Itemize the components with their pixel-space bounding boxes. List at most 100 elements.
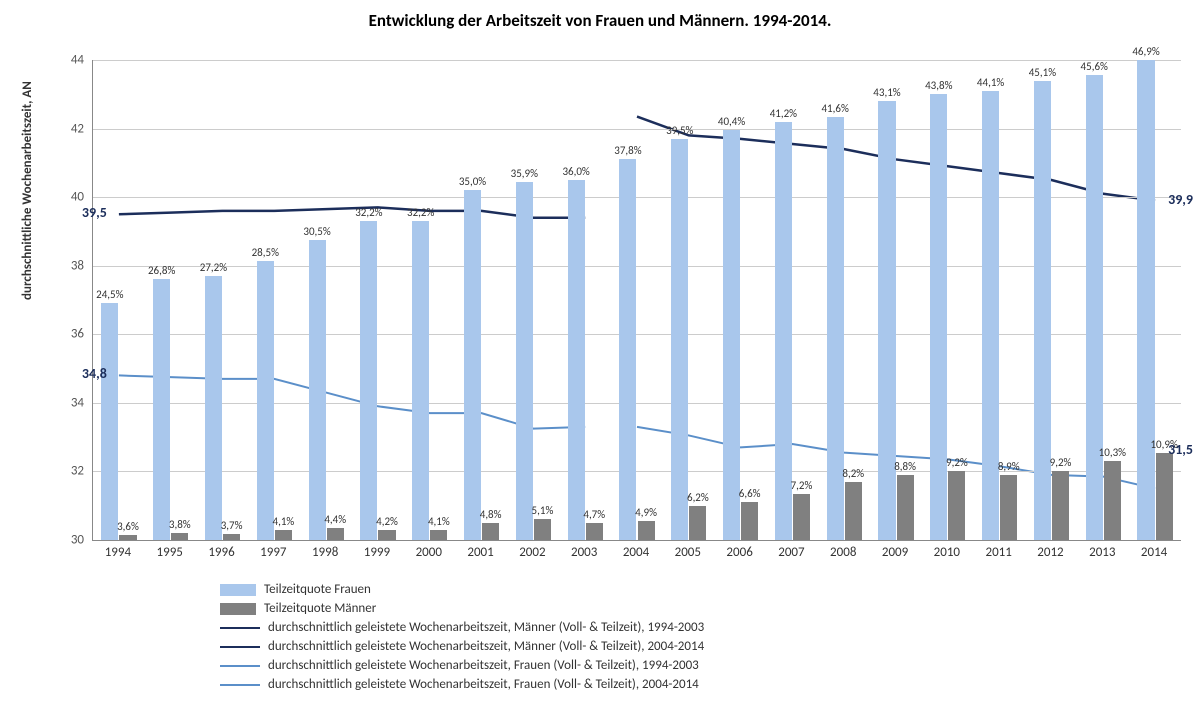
bar-maenner <box>741 502 758 540</box>
bar-frauen <box>360 221 377 540</box>
bar-maenner <box>482 523 499 540</box>
legend-item: Teilzeitquote Frauen <box>220 580 704 599</box>
bar-frauen <box>671 139 688 540</box>
bar-maenner <box>275 530 292 540</box>
bar-frauen-label: 35,0% <box>459 175 486 188</box>
x-tick-label: 2003 <box>571 545 597 560</box>
bar-frauen-label: 37,8% <box>614 144 641 157</box>
y-tick-label: 30 <box>54 533 84 548</box>
bar-frauen <box>827 117 844 540</box>
legend-label: Teilzeitquote Frauen <box>264 582 371 597</box>
bar-frauen <box>309 240 326 540</box>
bar-maenner-label: 3,8% <box>169 518 191 531</box>
bar-frauen <box>878 101 895 540</box>
bar-frauen-label: 45,6% <box>1081 60 1108 73</box>
bar-frauen-label: 30,5% <box>303 225 330 238</box>
y-tick-label: 32 <box>54 464 84 479</box>
x-tick-label: 2014 <box>1141 545 1167 560</box>
y-tick-label: 42 <box>54 121 84 136</box>
series-end-label: 39,9 <box>1168 191 1193 208</box>
bar-frauen-label: 32,2% <box>407 206 434 219</box>
bar-maenner <box>223 534 240 540</box>
bar-maenner-label: 4,8% <box>480 508 502 521</box>
y-tick-label: 36 <box>54 327 84 342</box>
bar-frauen-label: 44,1% <box>977 76 1004 89</box>
bar-maenner <box>948 471 965 540</box>
chart-container: Entwicklung der Arbeitszeit von Frauen u… <box>0 0 1200 711</box>
legend: Teilzeitquote FrauenTeilzeitquote Männer… <box>220 580 704 694</box>
bar-frauen-label: 32,2% <box>355 206 382 219</box>
legend-label: durchschnittlich geleistete Wochenarbeit… <box>268 658 699 673</box>
x-tick-label: 1996 <box>208 545 234 560</box>
bar-frauen-label: 26,8% <box>148 264 175 277</box>
bar-frauen-label: 24,5% <box>96 288 123 301</box>
bar-maenner-label: 4,9% <box>635 506 657 519</box>
bar-maenner <box>1052 471 1069 540</box>
bar-frauen <box>982 91 999 540</box>
bar-frauen <box>257 261 274 540</box>
bar-maenner <box>119 535 136 540</box>
x-tick-label: 2004 <box>623 545 649 560</box>
legend-line-swatch <box>220 627 260 629</box>
x-tick-label: 1998 <box>312 545 338 560</box>
bar-frauen-label: 41,6% <box>821 102 848 115</box>
bar-maenner-label: 4,2% <box>376 515 398 528</box>
gridline <box>93 197 1181 198</box>
legend-label: durchschnittlich geleistete Wochenarbeit… <box>268 620 704 635</box>
bar-maenner <box>689 506 706 540</box>
x-tick-label: 2013 <box>1089 545 1115 560</box>
bar-frauen <box>153 279 170 540</box>
x-tick-label: 1994 <box>105 545 131 560</box>
bar-maenner-label: 3,6% <box>117 520 139 533</box>
bar-maenner <box>793 494 810 540</box>
x-tick-label: 2005 <box>675 545 701 560</box>
bar-frauen-label: 35,9% <box>511 167 538 180</box>
x-axis-labels: 1994199519961997199819992000200120022003… <box>92 545 1180 565</box>
bar-maenner <box>430 530 447 540</box>
series-end-label: 34,8 <box>82 365 107 382</box>
bar-maenner <box>897 475 914 540</box>
bar-maenner-label: 9,2% <box>946 456 968 469</box>
bar-frauen <box>930 94 947 540</box>
gridline <box>93 129 1181 130</box>
y-tick-label: 38 <box>54 258 84 273</box>
x-tick-label: 2000 <box>416 545 442 560</box>
legend-swatch <box>220 584 256 596</box>
bar-frauen-label: 36,0% <box>562 165 589 178</box>
x-tick-label: 2008 <box>830 545 856 560</box>
bar-frauen-label: 41,2% <box>770 107 797 120</box>
legend-swatch <box>220 603 256 615</box>
bar-maenner-label: 6,2% <box>687 491 709 504</box>
bar-maenner-label: 4,4% <box>324 513 346 526</box>
x-tick-label: 2001 <box>467 545 493 560</box>
legend-item: durchschnittlich geleistete Wochenarbeit… <box>220 656 704 675</box>
bar-frauen <box>775 122 792 540</box>
bar-frauen-label: 40,4% <box>718 115 745 128</box>
bar-frauen <box>1086 75 1103 540</box>
bar-frauen-label: 45,1% <box>1029 66 1056 79</box>
bar-frauen-label: 39,5% <box>666 124 693 137</box>
y-tick-label: 40 <box>54 190 84 205</box>
bar-maenner-label: 10,3% <box>1099 446 1126 459</box>
bar-frauen-label: 28,5% <box>252 246 279 259</box>
bar-frauen <box>723 130 740 540</box>
legend-label: durchschnittlich geleistete Wochenarbeit… <box>268 639 704 654</box>
bar-maenner <box>1104 461 1121 540</box>
x-tick-label: 2007 <box>778 545 804 560</box>
bar-maenner-label: 8,8% <box>894 460 916 473</box>
series-end-label: 31,5 <box>1168 441 1193 458</box>
x-tick-label: 2011 <box>985 545 1011 560</box>
plot-area: 24,5%26,8%27,2%28,5%30,5%32,2%32,2%35,0%… <box>92 60 1181 541</box>
legend-item: durchschnittlich geleistete Wochenarbeit… <box>220 618 704 637</box>
bar-maenner-label: 6,6% <box>739 487 761 500</box>
x-tick-label: 2012 <box>1037 545 1063 560</box>
chart-title: Entwicklung der Arbeitszeit von Frauen u… <box>0 10 1200 31</box>
y-tick-label: 44 <box>54 53 84 68</box>
bar-maenner <box>327 528 344 540</box>
bar-maenner <box>171 533 188 540</box>
bar-frauen <box>101 303 118 540</box>
x-tick-label: 2010 <box>934 545 960 560</box>
legend-line-swatch <box>220 646 260 648</box>
bar-frauen-label: 43,1% <box>873 86 900 99</box>
bar-maenner-label: 8,9% <box>998 460 1020 473</box>
